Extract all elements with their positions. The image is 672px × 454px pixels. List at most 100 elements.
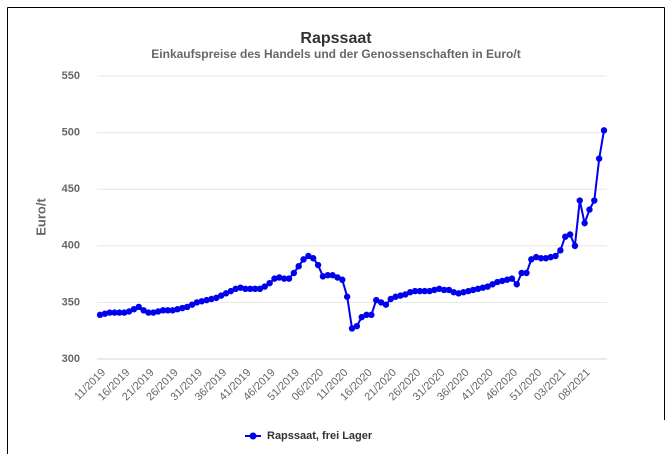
point xyxy=(595,155,603,162)
point xyxy=(392,293,399,300)
point xyxy=(130,305,138,313)
point xyxy=(203,296,210,304)
point xyxy=(348,325,356,332)
y-tick-label: 500 xyxy=(62,127,80,139)
point xyxy=(436,285,443,293)
point xyxy=(421,287,428,295)
point xyxy=(416,287,424,295)
point xyxy=(557,247,564,254)
point xyxy=(140,307,147,314)
point xyxy=(402,291,409,298)
point xyxy=(387,295,394,303)
point xyxy=(373,296,380,304)
point xyxy=(397,292,404,299)
point xyxy=(343,293,351,300)
point xyxy=(310,255,317,262)
point xyxy=(145,309,152,316)
point xyxy=(339,276,346,283)
y-tick-label: 450 xyxy=(62,183,80,195)
point xyxy=(222,290,230,297)
point xyxy=(450,289,457,296)
point xyxy=(266,279,273,287)
point xyxy=(528,256,535,263)
point xyxy=(426,287,433,295)
point xyxy=(324,272,331,279)
point xyxy=(562,233,569,240)
point xyxy=(571,242,579,249)
point xyxy=(445,286,453,294)
point xyxy=(125,308,133,315)
point xyxy=(184,303,191,311)
point xyxy=(256,285,264,293)
point xyxy=(484,283,491,290)
point xyxy=(150,309,157,316)
point xyxy=(285,275,293,282)
point xyxy=(566,231,574,238)
point xyxy=(247,285,254,293)
point xyxy=(121,309,128,316)
point xyxy=(174,305,181,313)
y-axis-label: Euro/t xyxy=(33,198,48,236)
y-tick-label: 350 xyxy=(62,296,80,308)
point xyxy=(474,285,482,293)
point xyxy=(537,255,545,262)
point xyxy=(329,272,336,279)
legend-marker xyxy=(249,432,257,440)
point xyxy=(319,273,327,280)
point xyxy=(377,299,385,306)
point xyxy=(193,299,201,306)
point xyxy=(227,287,235,295)
point xyxy=(586,206,593,213)
point xyxy=(179,304,186,312)
point xyxy=(271,275,278,282)
point xyxy=(581,219,588,227)
point xyxy=(198,298,205,305)
point xyxy=(334,274,341,281)
point xyxy=(295,262,302,270)
point xyxy=(358,313,365,321)
chart-title: Rapssaat xyxy=(300,30,372,47)
point xyxy=(576,197,583,204)
point xyxy=(431,286,438,294)
point xyxy=(469,286,477,294)
chart-subtitle: Einkaufspreise des Handels und der Genos… xyxy=(151,47,520,61)
point xyxy=(314,261,322,269)
point xyxy=(276,274,283,281)
point xyxy=(251,285,259,293)
point xyxy=(242,285,249,293)
point xyxy=(489,281,496,288)
point xyxy=(101,310,109,317)
point xyxy=(508,275,516,282)
point xyxy=(135,303,142,311)
point xyxy=(465,287,472,295)
point xyxy=(503,276,511,283)
y-tick-label: 300 xyxy=(62,353,80,365)
y-tick-label: 400 xyxy=(62,240,80,252)
point xyxy=(300,256,307,263)
point xyxy=(600,127,608,134)
point xyxy=(353,322,361,330)
point xyxy=(542,255,550,262)
point xyxy=(518,269,525,277)
point xyxy=(213,294,220,302)
point xyxy=(159,307,167,314)
point xyxy=(164,307,172,314)
point xyxy=(363,311,370,319)
point xyxy=(499,277,506,285)
point xyxy=(494,278,501,286)
point xyxy=(261,283,268,290)
point xyxy=(411,287,419,295)
point xyxy=(455,290,462,297)
point xyxy=(96,311,104,319)
point xyxy=(532,253,540,261)
point xyxy=(116,309,123,316)
point xyxy=(237,284,244,291)
point xyxy=(154,308,162,315)
point xyxy=(513,281,520,288)
point xyxy=(440,286,448,294)
point xyxy=(382,301,390,308)
point xyxy=(188,301,196,308)
point xyxy=(547,253,554,261)
